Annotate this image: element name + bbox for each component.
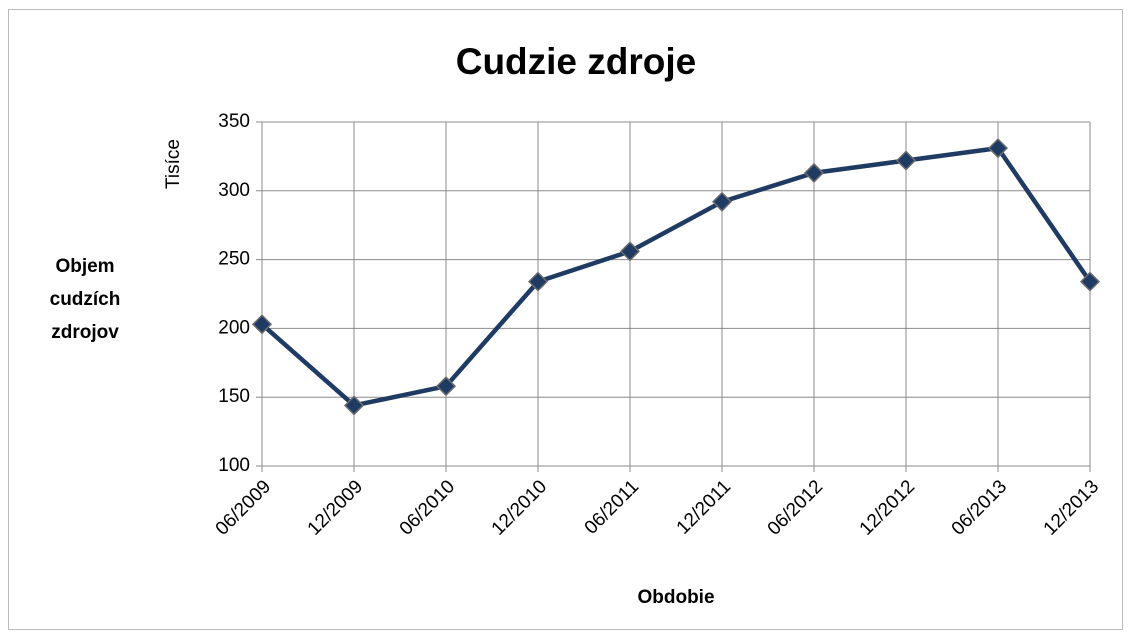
marker	[527, 271, 549, 292]
chart-title: Cudzie zdroje	[456, 41, 697, 82]
marker	[711, 191, 733, 212]
marker	[343, 395, 365, 416]
marker	[619, 241, 641, 262]
y-unit-label: Tisíce	[163, 139, 184, 189]
y-tick-label: 100	[218, 455, 250, 476]
y-axis-label: Objem cudzích zdrojov	[49, 256, 121, 343]
y-tick-label: 150	[218, 386, 250, 407]
y-tick-label: 200	[218, 317, 250, 338]
marker	[803, 162, 825, 183]
marker	[987, 138, 1009, 159]
marker	[1079, 271, 1101, 292]
marker	[251, 314, 273, 335]
marker	[895, 150, 917, 171]
x-axis-label: Obdobie	[637, 587, 714, 608]
series-line	[260, 145, 1092, 408]
marker	[435, 376, 457, 397]
y-tick-label: 250	[218, 249, 250, 270]
y-tick-label: 300	[218, 180, 250, 201]
chart-border	[8, 9, 1123, 630]
y-tick-label: 350	[218, 111, 250, 132]
